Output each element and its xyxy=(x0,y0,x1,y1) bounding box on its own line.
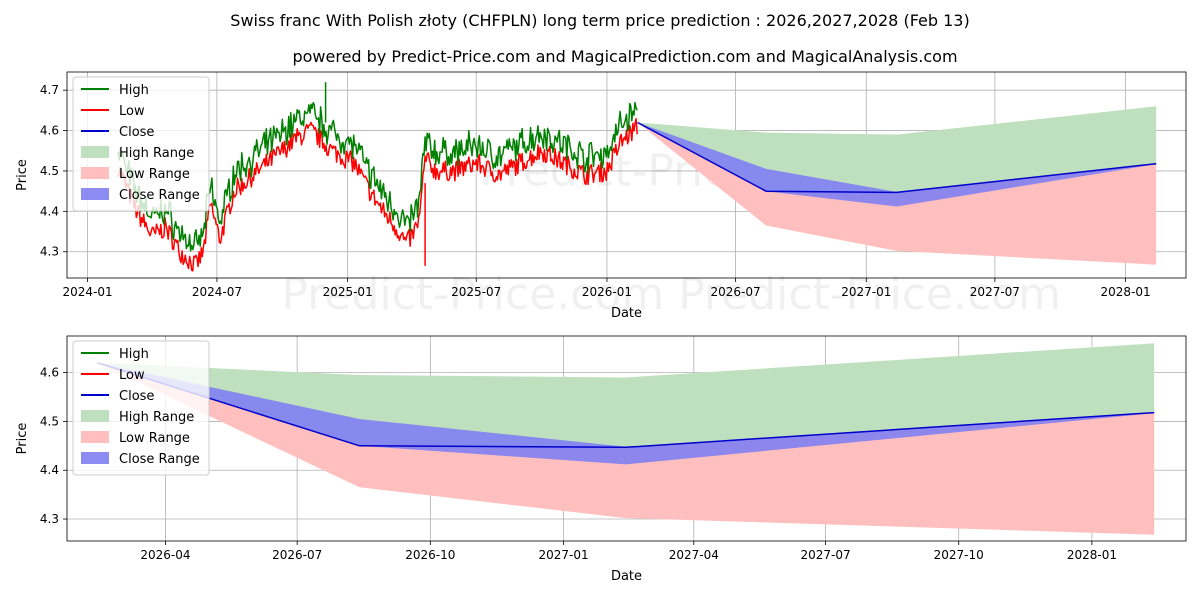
y-tick-label: 4.4 xyxy=(40,463,59,477)
legend-label: Low Range xyxy=(119,167,190,182)
x-tick-label: 2025-07 xyxy=(451,285,501,299)
x-tick-label: 2027-10 xyxy=(934,548,984,562)
x-tick-label: 2026-01 xyxy=(582,285,632,299)
x-tick-label: 2027-04 xyxy=(669,548,719,562)
y-tick-label: 4.3 xyxy=(40,512,59,526)
close-series-line xyxy=(97,362,1155,449)
x-tick-label: 2026-07 xyxy=(272,548,322,562)
legend-key-patch xyxy=(81,188,109,200)
low-series-line xyxy=(117,118,638,272)
plot-area xyxy=(117,82,1157,272)
x-tick-label: 2028-01 xyxy=(1101,285,1151,299)
legend: High Low Close High Range Low Range Close Ran… xyxy=(72,76,210,212)
legend-label: Close xyxy=(119,125,154,140)
y-tick-label: 4.7 xyxy=(40,83,59,97)
x-axis-label: Date xyxy=(611,306,642,321)
legend-label: Close xyxy=(119,389,154,404)
legend-key-patch xyxy=(81,167,109,179)
top-panel: 2024-01 2024-07 2025-01 2025-07 2026-01 2026-… xyxy=(15,71,1187,321)
legend-key-patch xyxy=(81,410,109,422)
plot-frame xyxy=(66,335,1187,542)
x-tick-label: 2024-01 xyxy=(63,285,113,299)
legend-label: Low xyxy=(119,104,145,119)
x-tick-label: 2025-01 xyxy=(323,285,373,299)
close-range-band xyxy=(97,362,1155,465)
y-tick-label: 4.6 xyxy=(40,124,59,138)
x-tick-label: 2026-07 xyxy=(710,285,760,299)
y-tick-label: 4.4 xyxy=(40,204,59,218)
y-tick-label: 4.5 xyxy=(40,414,59,428)
x-tick-label: 2026-04 xyxy=(140,548,190,562)
y-tick-label: 4.5 xyxy=(40,164,59,178)
x-tick-label: 2026-10 xyxy=(405,548,455,562)
watermark-text: Predict-Price.com Predict-Price.com xyxy=(282,269,1061,320)
x-tick-label: 2028-01 xyxy=(1067,548,1117,562)
legend-label: High Range xyxy=(119,146,194,161)
legend-label: High xyxy=(119,83,149,98)
x-tick-label: 2027-01 xyxy=(538,548,588,562)
x-axis-label: Date xyxy=(611,569,642,584)
y-tick-label: 4.3 xyxy=(40,245,59,259)
y-axis-label: Price xyxy=(15,423,30,455)
chart-title: Swiss franc With Polish złoty (CHFPLN) l… xyxy=(230,11,969,30)
legend-label: Close Range xyxy=(119,452,200,467)
legend-label: High Range xyxy=(119,410,194,425)
plot-area xyxy=(97,343,1155,535)
x-tick-label: 2027-07 xyxy=(800,548,850,562)
legend-label: Close Range xyxy=(119,188,200,203)
chart-subtitle: powered by Predict-Price.com and Magical… xyxy=(292,47,957,66)
plot-frame xyxy=(66,71,1187,279)
x-tick-label: 2024-07 xyxy=(192,285,242,299)
close-series-line xyxy=(637,121,1157,194)
legend-label: Low Range xyxy=(119,431,190,446)
x-tick-label: 2027-07 xyxy=(970,285,1020,299)
y-axis-label: Price xyxy=(15,159,30,191)
legend-key-patch xyxy=(81,431,109,443)
legend-key-patch xyxy=(81,452,109,464)
close-range-band xyxy=(637,122,1157,207)
bottom-panel: 2026-04 2026-07 2026-10 2027-01 2027-04 2027-… xyxy=(15,335,1187,584)
high-series-line xyxy=(117,82,638,252)
legend-label: Low xyxy=(119,368,145,383)
y-tick-label: 4.6 xyxy=(40,366,59,380)
legend: High Low Close High Range Low Range Close Ran… xyxy=(72,340,210,476)
legend-key-patch xyxy=(81,146,109,158)
legend-label: High xyxy=(119,347,149,362)
x-tick-label: 2027-01 xyxy=(841,285,891,299)
